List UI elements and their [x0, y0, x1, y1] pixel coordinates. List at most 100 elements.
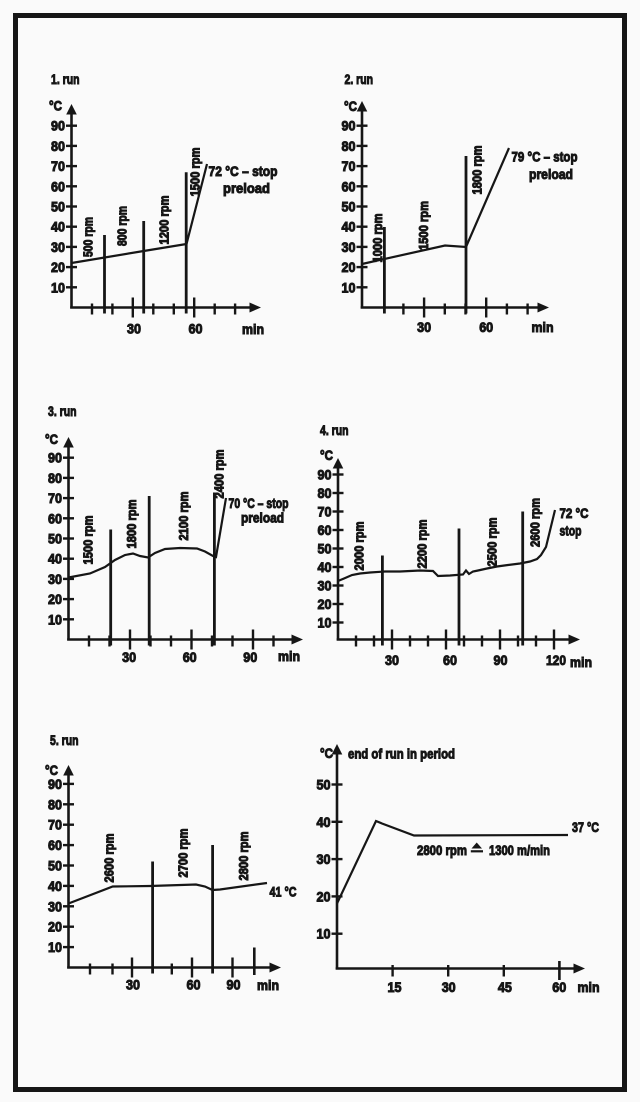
svg-text:20: 20: [48, 591, 62, 607]
svg-text:2800 rpm: 2800 rpm: [237, 832, 251, 881]
svg-text:2500 rpm: 2500 rpm: [486, 518, 500, 567]
svg-text:2700 rpm: 2700 rpm: [177, 829, 191, 878]
svg-text:90: 90: [494, 652, 508, 668]
svg-text:90: 90: [227, 977, 241, 993]
svg-text:90: 90: [318, 467, 332, 483]
svg-text:min: min: [278, 648, 300, 664]
svg-text:°C: °C: [45, 762, 58, 778]
svg-text:90: 90: [48, 450, 62, 466]
svg-text:40: 40: [317, 814, 331, 830]
svg-text:40: 40: [48, 878, 62, 894]
svg-text:60: 60: [187, 977, 201, 993]
svg-text:60: 60: [479, 319, 493, 335]
svg-text:2400 rpm: 2400 rpm: [213, 450, 227, 499]
svg-text:2. run: 2. run: [345, 71, 374, 87]
svg-text:30: 30: [317, 851, 331, 867]
svg-text:30: 30: [51, 239, 65, 255]
svg-text:°C: °C: [320, 745, 333, 761]
svg-text:10: 10: [51, 279, 65, 295]
svg-text:60: 60: [443, 652, 457, 668]
svg-text:80: 80: [48, 470, 62, 486]
svg-text:70 °C – stop: 70 °C – stop: [229, 495, 289, 511]
svg-text:70: 70: [51, 158, 65, 174]
svg-text:5. run: 5. run: [50, 732, 79, 748]
svg-text:45: 45: [498, 979, 512, 995]
svg-text:60: 60: [183, 649, 197, 665]
svg-text:min: min: [578, 979, 600, 995]
svg-text:41 °C: 41 °C: [270, 884, 297, 900]
svg-text:1800 rpm: 1800 rpm: [471, 146, 485, 195]
svg-text:30: 30: [385, 652, 399, 668]
svg-text:60: 60: [318, 522, 332, 538]
svg-text:°C: °C: [344, 98, 357, 114]
svg-text:1500 rpm: 1500 rpm: [417, 201, 431, 250]
svg-text:40: 40: [51, 219, 65, 235]
svg-text:1500 rpm: 1500 rpm: [82, 516, 96, 565]
svg-text:80: 80: [342, 138, 356, 154]
svg-text:2600 rpm: 2600 rpm: [529, 498, 543, 547]
svg-text:30: 30: [318, 578, 332, 594]
svg-text:90: 90: [342, 118, 356, 134]
svg-text:70: 70: [48, 490, 62, 506]
svg-text:1000 rpm: 1000 rpm: [371, 214, 385, 263]
svg-text:preload: preload: [223, 180, 270, 196]
svg-text:10: 10: [342, 279, 356, 295]
svg-text:50: 50: [317, 777, 331, 793]
svg-text:2100 rpm: 2100 rpm: [177, 492, 191, 541]
svg-text:20: 20: [48, 919, 62, 935]
svg-text:70: 70: [342, 158, 356, 174]
svg-text:20: 20: [318, 596, 332, 612]
svg-text:80: 80: [318, 485, 332, 501]
svg-text:60: 60: [51, 178, 65, 194]
svg-text:40: 40: [318, 559, 332, 575]
svg-text:stop: stop: [560, 523, 582, 539]
svg-text:min: min: [242, 321, 264, 337]
svg-text:30: 30: [48, 898, 62, 914]
svg-text:15: 15: [388, 979, 402, 995]
svg-text:90: 90: [51, 118, 65, 134]
svg-text:50: 50: [318, 541, 332, 557]
svg-text:500 rpm: 500 rpm: [82, 217, 96, 257]
svg-text:30: 30: [127, 321, 141, 337]
svg-text:60: 60: [48, 510, 62, 526]
svg-text:°C: °C: [49, 98, 62, 114]
svg-text:2000 rpm: 2000 rpm: [353, 522, 367, 571]
svg-text:40: 40: [342, 219, 356, 235]
svg-text:20: 20: [317, 888, 331, 904]
svg-text:50: 50: [342, 199, 356, 215]
svg-text:20: 20: [51, 259, 65, 275]
svg-text:50: 50: [48, 531, 62, 547]
svg-text:90: 90: [243, 649, 257, 665]
svg-text:20: 20: [342, 259, 356, 275]
svg-text:10: 10: [317, 926, 331, 942]
svg-text:min: min: [532, 319, 554, 335]
svg-text:preload: preload: [529, 166, 573, 182]
svg-text:80: 80: [48, 796, 62, 812]
svg-text:50: 50: [51, 199, 65, 215]
svg-text:70: 70: [48, 817, 62, 833]
svg-text:30: 30: [122, 649, 136, 665]
svg-text:2200 rpm: 2200 rpm: [415, 520, 429, 569]
svg-text:90: 90: [48, 776, 62, 792]
svg-text:30: 30: [48, 571, 62, 587]
svg-text:1300 m/min: 1300 m/min: [489, 842, 550, 858]
svg-text:2600 rpm: 2600 rpm: [102, 834, 116, 883]
svg-text:30: 30: [342, 239, 356, 255]
svg-text:80: 80: [51, 138, 65, 154]
svg-text:60: 60: [342, 178, 356, 194]
svg-text:60: 60: [189, 321, 203, 337]
svg-text:1800 rpm: 1800 rpm: [125, 500, 139, 549]
svg-text:1200 rpm: 1200 rpm: [158, 196, 172, 245]
svg-text:min: min: [570, 654, 592, 670]
svg-text:°C: °C: [320, 447, 333, 463]
svg-text:min: min: [257, 977, 279, 993]
svg-text:60: 60: [552, 979, 566, 995]
svg-text:°C: °C: [45, 431, 58, 447]
svg-text:40: 40: [48, 551, 62, 567]
svg-text:72 °C: 72 °C: [560, 505, 589, 521]
svg-text:30: 30: [442, 979, 456, 995]
svg-text:72 °C – stop: 72 °C – stop: [209, 163, 278, 179]
svg-text:30: 30: [126, 977, 140, 993]
svg-text:1. run: 1. run: [51, 71, 80, 87]
svg-text:30: 30: [417, 319, 431, 335]
